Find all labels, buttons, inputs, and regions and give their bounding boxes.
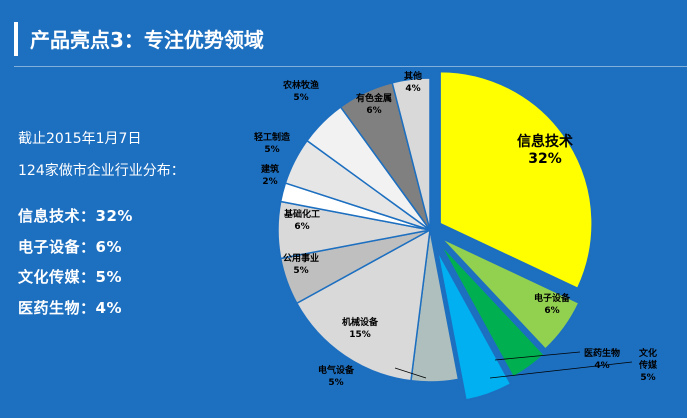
slice-label-2: 电子设备: [534, 292, 571, 304]
slice-label-7: 公用事业: [283, 252, 319, 264]
date-line: 截止2015年1月7日: [18, 131, 142, 147]
slice-label-5: 电气设备: [318, 364, 355, 376]
pie-slice-1: [439, 70, 593, 290]
slice-value-11: 5%: [293, 93, 308, 103]
highlight-info-tech: 信息技术：32%: [18, 207, 133, 225]
slice-value-5: 5%: [328, 378, 343, 388]
slice-label-10: 轻工制造: [254, 131, 291, 143]
slice-label-3: 医药生物: [584, 347, 620, 359]
pie-slice-2: [440, 237, 580, 351]
title-bar: 产品亮点3：专注优势领域: [0, 14, 687, 67]
slice-label-6: 机械设备: [342, 316, 379, 328]
highlight-electronics: 电子设备：6%: [18, 238, 122, 256]
pie-slice-13: [391, 77, 431, 231]
highlight-media: 文化传媒：5%: [18, 268, 122, 286]
title-accent-bar: [14, 22, 18, 56]
pie-slice-4: [436, 250, 512, 401]
slice-value-3: 4%: [594, 361, 609, 371]
leader-line-5: [394, 367, 427, 379]
slice-label-13: 其他: [404, 70, 422, 82]
title-divider: [14, 66, 687, 67]
leader-line-4: [489, 361, 633, 379]
slice-value-8: 6%: [294, 222, 309, 232]
leader-line-3: [494, 351, 581, 361]
slice-value-2: 6%: [544, 306, 559, 316]
slice-value-6: 15%: [349, 330, 371, 340]
slice-value-10: 5%: [264, 145, 279, 155]
pie-slice-3: [439, 243, 546, 378]
slice-label-9: 建筑: [261, 163, 279, 175]
highlight-medicine: 医药生物：4%: [18, 299, 122, 317]
slice-value-1: 32%: [528, 151, 562, 167]
slice-value-7: 5%: [293, 266, 308, 276]
subtitle-line: 124家做市企业行业分布：: [18, 163, 185, 179]
slice-value-4: 5%: [640, 373, 655, 383]
slice-value-13: 4%: [405, 84, 420, 94]
slice-value-12: 6%: [366, 106, 381, 116]
slice-value-9: 2%: [262, 177, 277, 187]
slice-label-11: 农林牧渔: [282, 79, 319, 91]
slice-label-4-2: 传媒: [638, 359, 658, 371]
slice-label-4-1: 文化: [638, 347, 657, 359]
page-title: 产品亮点3：专注优势领域: [30, 28, 264, 52]
slice-label-8: 基础化工: [283, 208, 320, 220]
slice-label-1: 信息技术: [517, 133, 573, 150]
slice-label-12: 有色金属: [356, 92, 392, 104]
pie-slice-6: [295, 228, 431, 382]
